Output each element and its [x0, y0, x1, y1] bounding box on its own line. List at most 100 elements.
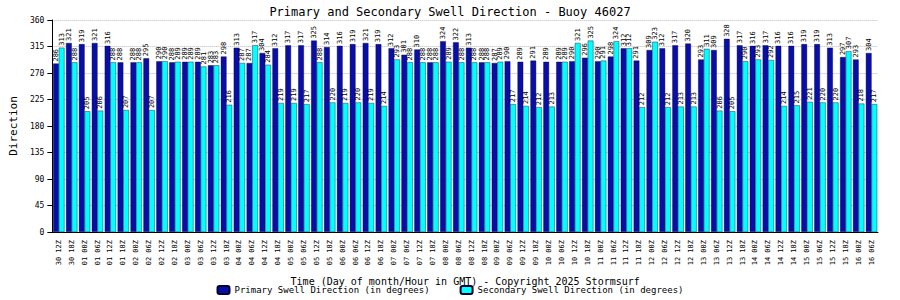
svg-text:288: 288	[316, 48, 324, 61]
svg-text:14 18Z: 14 18Z	[790, 240, 798, 265]
svg-text:01 00Z: 01 00Z	[81, 240, 89, 265]
svg-text:220: 220	[832, 88, 840, 101]
svg-text:312: 312	[271, 34, 279, 47]
svg-text:314: 314	[323, 32, 331, 45]
svg-text:219: 219	[277, 88, 285, 101]
svg-text:16 00Z: 16 00Z	[855, 240, 863, 265]
svg-text:288: 288	[458, 48, 466, 61]
svg-text:316: 316	[787, 31, 795, 44]
svg-text:Primary Swell Direction (in de: Primary Swell Direction (in degrees)	[235, 285, 430, 295]
svg-text:304: 304	[865, 38, 873, 51]
svg-text:205: 205	[728, 97, 736, 110]
svg-text:14 00Z: 14 00Z	[751, 240, 759, 265]
svg-text:10 12Z: 10 12Z	[571, 240, 579, 265]
svg-text:215: 215	[793, 91, 801, 104]
svg-text:09 18Z: 09 18Z	[532, 240, 540, 265]
svg-text:214: 214	[780, 91, 788, 104]
svg-text:319: 319	[800, 29, 808, 42]
svg-text:219: 219	[341, 88, 349, 101]
svg-text:15 06Z: 15 06Z	[816, 240, 824, 265]
svg-text:307: 307	[845, 37, 853, 50]
svg-text:289: 289	[174, 47, 182, 60]
svg-text:323: 323	[651, 27, 659, 40]
svg-text:180: 180	[30, 122, 45, 131]
svg-text:12 06Z: 12 06Z	[661, 240, 669, 265]
svg-text:289: 289	[496, 47, 504, 60]
svg-text:288: 288	[109, 48, 117, 61]
svg-text:08 12Z: 08 12Z	[468, 240, 476, 265]
svg-text:319: 319	[374, 29, 382, 42]
svg-text:213: 213	[677, 92, 685, 105]
svg-text:286: 286	[52, 49, 60, 62]
svg-text:04 12Z: 04 12Z	[261, 240, 269, 265]
svg-text:10 00Z: 10 00Z	[545, 240, 553, 265]
svg-text:16 06Z: 16 06Z	[868, 240, 876, 265]
svg-text:06 00Z: 06 00Z	[339, 240, 347, 265]
svg-text:14 12Z: 14 12Z	[777, 240, 785, 265]
svg-text:06 18Z: 06 18Z	[377, 240, 385, 265]
svg-text:12 18Z: 12 18Z	[687, 240, 695, 265]
svg-text:15 18Z: 15 18Z	[842, 240, 850, 265]
svg-text:03 12Z: 03 12Z	[210, 240, 218, 265]
svg-text:02 00Z: 02 00Z	[132, 240, 140, 265]
svg-text:296: 296	[581, 43, 589, 56]
svg-text:Primary and Secondary Swell Di: Primary and Secondary Swell Direction - …	[269, 5, 630, 19]
svg-text:04 00Z: 04 00Z	[235, 240, 243, 265]
svg-text:317: 317	[671, 31, 679, 44]
svg-text:05 12Z: 05 12Z	[313, 240, 321, 265]
svg-text:317: 317	[251, 31, 259, 44]
svg-text:0: 0	[40, 228, 45, 237]
svg-text:220: 220	[819, 88, 827, 101]
svg-text:03 18Z: 03 18Z	[223, 240, 231, 265]
svg-text:09 00Z: 09 00Z	[493, 240, 501, 265]
svg-text:311: 311	[703, 34, 711, 47]
svg-text:270: 270	[30, 69, 45, 78]
svg-text:287: 287	[245, 48, 253, 61]
svg-text:289: 289	[561, 47, 569, 60]
svg-text:321: 321	[91, 28, 99, 41]
svg-text:13 06Z: 13 06Z	[713, 240, 721, 265]
svg-text:317: 317	[736, 31, 744, 44]
svg-text:10 06Z: 10 06Z	[558, 240, 566, 265]
svg-text:288: 288	[71, 48, 79, 61]
svg-text:45: 45	[35, 201, 45, 210]
svg-text:291: 291	[529, 46, 537, 59]
svg-text:310: 310	[413, 35, 421, 48]
svg-text:220: 220	[354, 88, 362, 101]
svg-text:206: 206	[716, 96, 724, 109]
svg-text:324: 324	[612, 27, 620, 40]
svg-text:15 12Z: 15 12Z	[829, 240, 837, 265]
svg-text:315: 315	[30, 42, 45, 51]
svg-text:321: 321	[362, 28, 370, 41]
svg-text:212: 212	[638, 92, 646, 105]
svg-text:298: 298	[220, 42, 228, 55]
svg-text:220: 220	[329, 88, 337, 101]
svg-text:212: 212	[664, 92, 672, 105]
svg-text:316: 316	[104, 31, 112, 44]
svg-text:317: 317	[284, 31, 292, 44]
svg-text:212: 212	[535, 92, 543, 105]
svg-text:313: 313	[465, 33, 473, 46]
svg-text:321: 321	[65, 28, 73, 41]
svg-text:328: 328	[723, 24, 731, 37]
svg-text:360: 360	[30, 16, 45, 25]
svg-text:11 00Z: 11 00Z	[597, 240, 605, 265]
svg-text:214: 214	[380, 91, 388, 104]
svg-text:06 06Z: 06 06Z	[352, 240, 360, 265]
svg-text:11 06Z: 11 06Z	[610, 240, 618, 265]
svg-text:11 12Z: 11 12Z	[622, 240, 630, 265]
svg-text:219: 219	[367, 88, 375, 101]
svg-text:313: 313	[233, 33, 241, 46]
svg-text:04 18Z: 04 18Z	[274, 240, 282, 265]
svg-text:207: 207	[148, 95, 156, 108]
svg-text:217: 217	[870, 90, 878, 103]
svg-text:Direction: Direction	[7, 96, 20, 156]
svg-text:08 00Z: 08 00Z	[442, 240, 450, 265]
svg-text:213: 213	[548, 92, 556, 105]
svg-text:312: 312	[387, 34, 395, 47]
svg-text:316: 316	[336, 31, 344, 44]
svg-text:281: 281	[200, 52, 208, 65]
svg-text:312: 312	[625, 34, 633, 47]
svg-text:316: 316	[774, 31, 782, 44]
svg-text:289: 289	[516, 47, 524, 60]
